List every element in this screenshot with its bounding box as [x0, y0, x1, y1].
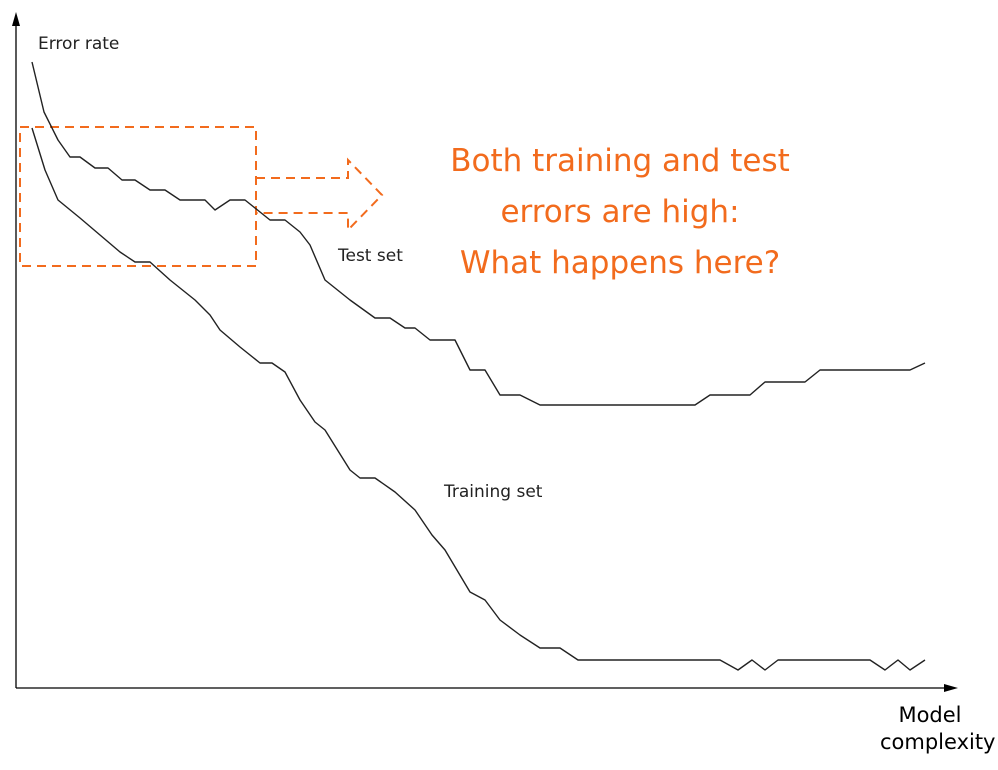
- annotation-line: What happens here?: [459, 245, 781, 281]
- x-arrow: [944, 684, 958, 692]
- series-line: [31, 127, 926, 671]
- x-label-text: Model complexity: [880, 703, 996, 754]
- y-arrow: [12, 12, 20, 26]
- annotation: Both training and test errors are high: Wh…: [420, 136, 820, 289]
- series-label: Test set: [337, 246, 403, 266]
- y-label: Error rate: [38, 34, 119, 54]
- series-line: [31, 61, 926, 406]
- series-label: Training set: [443, 482, 543, 502]
- annotation-line: Both training and test: [450, 143, 790, 179]
- highlight: [19, 126, 384, 267]
- x-label: Model complexity: [840, 702, 996, 756]
- dashed-arrow: [256, 157, 384, 233]
- annotation-line: errors are high:: [500, 194, 740, 230]
- dashed-box: [19, 126, 257, 267]
- axes: [15, 22, 948, 689]
